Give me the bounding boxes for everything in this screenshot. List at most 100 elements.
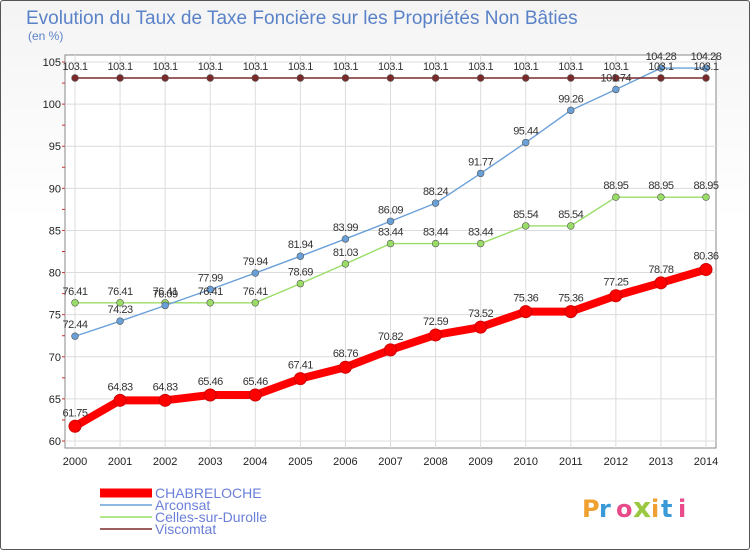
data-point — [71, 299, 79, 307]
data-label: 76.41 — [62, 286, 87, 298]
data-point — [71, 332, 79, 340]
logo-letter: x — [633, 491, 651, 524]
data-label: 81.03 — [333, 247, 358, 259]
data-label: 65.46 — [198, 376, 223, 388]
y-tick-label: 70 — [49, 352, 61, 364]
data-label: 88.95 — [603, 180, 628, 192]
logo-letter: i — [678, 495, 686, 523]
data-label: 70.82 — [378, 331, 403, 343]
data-labels: 61.75 64.83 64.83 65.46 65.46 67.41 68.76 70.82… — [62, 51, 722, 419]
data-label: 103.1 — [333, 61, 358, 73]
chart-subtitle: (en %) — [28, 29, 63, 43]
data-point — [338, 360, 352, 374]
data-label: 83.99 — [333, 222, 358, 234]
data-label: 73.52 — [468, 308, 493, 320]
data-label: 64.83 — [153, 381, 178, 393]
data-label: 95.44 — [513, 126, 538, 138]
data-label: 76.41 — [198, 286, 223, 298]
y-tick-label: 75 — [49, 310, 61, 322]
x-tick-label: 2005 — [288, 456, 312, 468]
data-point — [657, 193, 665, 201]
data-label: 76.41 — [243, 286, 268, 298]
x-tick-label: 2014 — [694, 456, 718, 468]
x-tick-label: 2008 — [423, 456, 447, 468]
data-label: 91.77 — [468, 156, 493, 168]
data-label: 99.26 — [558, 93, 583, 105]
data-point — [609, 289, 623, 303]
data-label: 85.54 — [513, 209, 538, 221]
data-label: 86.09 — [378, 204, 403, 216]
data-label: 85.54 — [558, 209, 583, 221]
data-label: 101.74 — [601, 72, 632, 84]
y-tick-label: 80 — [49, 268, 61, 280]
data-point — [293, 372, 307, 386]
data-label: 67.41 — [288, 360, 313, 372]
x-tick-label: 2007 — [378, 456, 402, 468]
data-label: 83.44 — [468, 227, 493, 239]
data-point — [203, 388, 217, 402]
logo-letter: o — [616, 495, 633, 523]
data-label: 83.44 — [423, 227, 448, 239]
data-label: 104.28 — [691, 51, 722, 63]
y-tick-label: 105 — [43, 57, 61, 69]
data-label: 103.1 — [513, 61, 538, 73]
data-label: 76.41 — [108, 286, 133, 298]
y-tick-label: 90 — [49, 183, 61, 195]
logo-letter: r — [599, 495, 611, 523]
x-tick-label: 2006 — [333, 456, 357, 468]
data-point — [564, 305, 578, 319]
logo-letter: i — [651, 495, 659, 523]
data-label: 76.09 — [153, 288, 178, 300]
data-label: 103.1 — [153, 61, 178, 73]
legend-label: Viscomtat — [155, 521, 216, 537]
data-label: 76.41 — [153, 286, 178, 298]
data-point — [474, 320, 488, 334]
data-point — [341, 74, 350, 82]
data-label: 103.1 — [378, 61, 403, 73]
data-label: 103.1 — [62, 61, 87, 73]
data-point — [386, 74, 395, 82]
data-point — [116, 317, 124, 325]
data-point — [567, 74, 575, 82]
logo-letter: P — [582, 495, 600, 523]
x-tick-label: 2010 — [513, 456, 537, 468]
data-label: 68.76 — [333, 348, 358, 360]
x-tick-label: 2009 — [468, 456, 492, 468]
legend: CHABRELOCHEArconsatCelles-sur-DurolleVis… — [100, 485, 267, 537]
y-tick-label: 85 — [49, 225, 61, 237]
data-point — [476, 169, 485, 178]
data-label: 72.44 — [62, 319, 87, 331]
data-label: 77.25 — [603, 277, 628, 289]
chart-title: Evolution du Taux de Taxe Foncière sur l… — [26, 8, 578, 29]
x-tick-label: 2001 — [108, 456, 132, 468]
data-label: 103.1 — [603, 61, 628, 73]
x-tick-label: 2013 — [649, 456, 673, 468]
legend-label: CHABRELOCHE — [155, 485, 262, 501]
y-tick-label: 100 — [43, 99, 61, 111]
data-point — [296, 279, 305, 288]
data-point — [654, 276, 668, 290]
data-point — [702, 193, 710, 201]
data-point — [522, 222, 530, 230]
data-point — [386, 217, 395, 225]
data-point — [431, 239, 440, 248]
logo-letter: t — [661, 495, 672, 523]
axes: 60 65 70 75 80 85 90 95 100 105 2000 2001 2002 2003 20… — [43, 57, 719, 468]
data-point — [113, 393, 127, 407]
data-point — [341, 235, 350, 243]
x-tick-label: 2011 — [559, 456, 583, 468]
data-label: 81.94 — [288, 239, 313, 251]
x-tick-label: 2002 — [153, 456, 177, 468]
data-point — [612, 74, 620, 82]
data-label: 80.36 — [693, 251, 718, 263]
data-label: 103.1 — [693, 61, 718, 73]
data-point — [386, 239, 395, 248]
data-point — [431, 74, 440, 82]
grid — [64, 54, 717, 449]
data-label: 75.36 — [513, 293, 538, 305]
data-point — [206, 74, 214, 82]
data-point — [161, 74, 169, 82]
x-tick-label: 2003 — [198, 456, 222, 468]
data-point — [251, 299, 259, 307]
